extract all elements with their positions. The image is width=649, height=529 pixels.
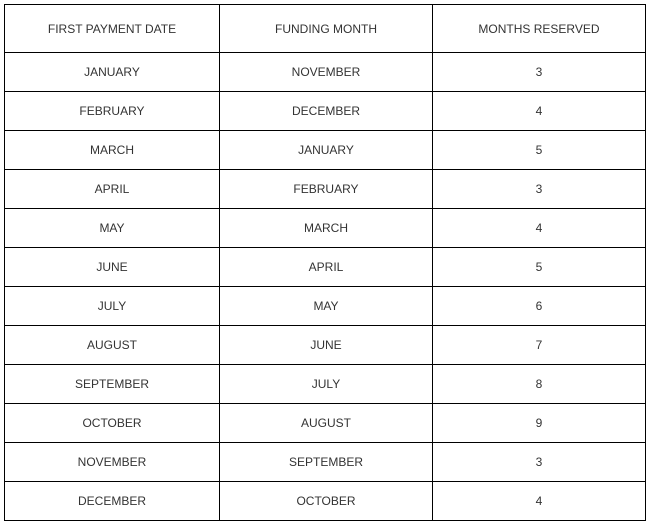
table-row: AUGUST JUNE 7 xyxy=(5,326,646,365)
cell-months-reserved: 3 xyxy=(433,170,646,209)
cell-months-reserved: 8 xyxy=(433,365,646,404)
cell-funding-month: MARCH xyxy=(220,209,433,248)
cell-months-reserved: 3 xyxy=(433,53,646,92)
cell-funding-month: APRIL xyxy=(220,248,433,287)
cell-months-reserved: 4 xyxy=(433,482,646,521)
cell-funding-month: NOVEMBER xyxy=(220,53,433,92)
cell-first-payment-date: JULY xyxy=(5,287,220,326)
cell-first-payment-date: JUNE xyxy=(5,248,220,287)
col-header-funding-month: FUNDING MONTH xyxy=(220,5,433,53)
table-row: MAY MARCH 4 xyxy=(5,209,646,248)
cell-months-reserved: 9 xyxy=(433,404,646,443)
table-row: JANUARY NOVEMBER 3 xyxy=(5,53,646,92)
table-row: SEPTEMBER JULY 8 xyxy=(5,365,646,404)
cell-first-payment-date: DECEMBER xyxy=(5,482,220,521)
table-row: JULY MAY 6 xyxy=(5,287,646,326)
cell-first-payment-date: AUGUST xyxy=(5,326,220,365)
cell-funding-month: SEPTEMBER xyxy=(220,443,433,482)
cell-funding-month: MAY xyxy=(220,287,433,326)
cell-funding-month: DECEMBER xyxy=(220,92,433,131)
col-header-first-payment-date: FIRST PAYMENT DATE xyxy=(5,5,220,53)
cell-funding-month: JULY xyxy=(220,365,433,404)
cell-months-reserved: 7 xyxy=(433,326,646,365)
cell-months-reserved: 5 xyxy=(433,248,646,287)
table-row: JUNE APRIL 5 xyxy=(5,248,646,287)
payment-schedule-table: FIRST PAYMENT DATE FUNDING MONTH MONTHS … xyxy=(4,4,646,521)
cell-first-payment-date: MARCH xyxy=(5,131,220,170)
table-row: APRIL FEBRUARY 3 xyxy=(5,170,646,209)
cell-funding-month: JUNE xyxy=(220,326,433,365)
table-row: OCTOBER AUGUST 9 xyxy=(5,404,646,443)
cell-first-payment-date: FEBRUARY xyxy=(5,92,220,131)
table-body: JANUARY NOVEMBER 3 FEBRUARY DECEMBER 4 M… xyxy=(5,53,646,521)
table-header-row: FIRST PAYMENT DATE FUNDING MONTH MONTHS … xyxy=(5,5,646,53)
cell-first-payment-date: MAY xyxy=(5,209,220,248)
cell-first-payment-date: SEPTEMBER xyxy=(5,365,220,404)
table-row: DECEMBER OCTOBER 4 xyxy=(5,482,646,521)
table-row: NOVEMBER SEPTEMBER 3 xyxy=(5,443,646,482)
cell-funding-month: FEBRUARY xyxy=(220,170,433,209)
cell-months-reserved: 5 xyxy=(433,131,646,170)
table-row: MARCH JANUARY 5 xyxy=(5,131,646,170)
cell-first-payment-date: JANUARY xyxy=(5,53,220,92)
cell-months-reserved: 6 xyxy=(433,287,646,326)
cell-first-payment-date: NOVEMBER xyxy=(5,443,220,482)
cell-first-payment-date: APRIL xyxy=(5,170,220,209)
cell-months-reserved: 4 xyxy=(433,209,646,248)
cell-first-payment-date: OCTOBER xyxy=(5,404,220,443)
cell-months-reserved: 3 xyxy=(433,443,646,482)
cell-funding-month: JANUARY xyxy=(220,131,433,170)
cell-funding-month: OCTOBER xyxy=(220,482,433,521)
col-header-months-reserved: MONTHS RESERVED xyxy=(433,5,646,53)
cell-months-reserved: 4 xyxy=(433,92,646,131)
table-row: FEBRUARY DECEMBER 4 xyxy=(5,92,646,131)
cell-funding-month: AUGUST xyxy=(220,404,433,443)
